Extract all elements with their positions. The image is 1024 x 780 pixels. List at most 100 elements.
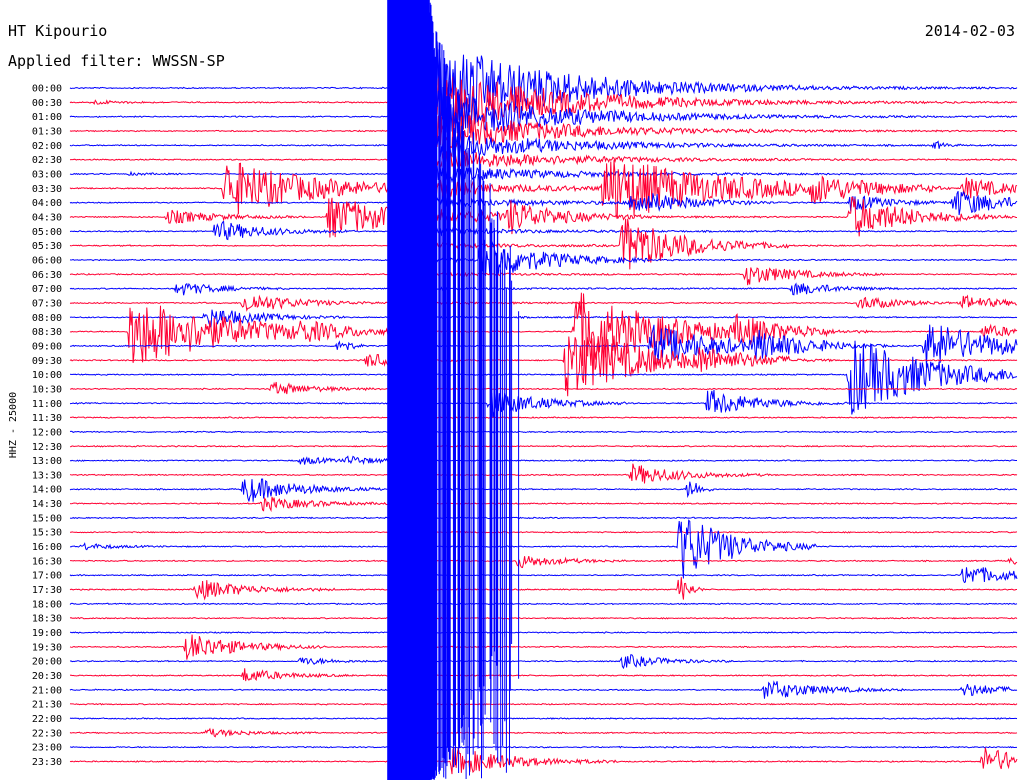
tick-label-0300: 03:00 <box>32 169 62 180</box>
tick-label-0430: 04:30 <box>32 212 62 223</box>
tick-label-2300: 23:00 <box>32 743 62 754</box>
trace-row-1930 <box>69 634 1018 660</box>
seismic-traces <box>69 41 1018 775</box>
trace-row-2100 <box>69 680 1018 699</box>
tick-label-1330: 13:30 <box>32 470 62 481</box>
tick-label-0530: 05:30 <box>32 241 62 252</box>
trace-row-0830 <box>69 292 1018 367</box>
y-axis-label: HHZ - 25000 <box>8 392 19 458</box>
tick-label-0630: 06:30 <box>32 270 62 281</box>
trace-row-1900 <box>69 631 1018 634</box>
tick-label-0800: 08:00 <box>32 313 62 324</box>
tick-label-2030: 20:30 <box>32 671 62 682</box>
tick-label-0230: 02:30 <box>32 155 62 166</box>
trace-row-1400 <box>69 478 1018 502</box>
tick-label-2000: 20:00 <box>32 657 62 668</box>
trace-row-1100 <box>69 389 1018 417</box>
tick-label-1230: 12:30 <box>32 442 62 453</box>
trace-row-1500 <box>69 516 1018 520</box>
tick-label-1830: 18:30 <box>32 614 62 625</box>
trace-row-1630 <box>70 555 1018 569</box>
tick-label-1130: 11:30 <box>32 413 62 424</box>
trace-row-2300 <box>69 745 1017 749</box>
tick-label-2100: 21:00 <box>32 685 62 696</box>
trace-row-1300 <box>69 455 1017 466</box>
tick-label-1930: 19:30 <box>32 642 62 653</box>
trace-row-0400 <box>69 190 1018 216</box>
filter-label: Applied filter: WWSSN-SP <box>8 52 225 70</box>
saturated-band <box>387 0 430 780</box>
tick-label-0200: 02:00 <box>32 141 62 152</box>
tick-label-1630: 16:30 <box>32 556 62 567</box>
trace-row-0530 <box>69 218 1018 270</box>
tick-label-1500: 15:00 <box>32 513 62 524</box>
trace-row-1130 <box>69 416 1018 419</box>
tick-label-0130: 01:30 <box>32 126 62 137</box>
tick-label-0930: 09:30 <box>32 356 62 367</box>
trace-row-1330 <box>69 463 1018 484</box>
trace-row-1200 <box>69 430 1018 434</box>
tick-label-0830: 08:30 <box>32 327 62 338</box>
tick-label-0600: 06:00 <box>32 255 62 266</box>
trace-row-1730 <box>69 577 1017 601</box>
trace-row-0730 <box>69 294 1018 312</box>
trace-row-0300 <box>69 165 1018 184</box>
tick-label-1600: 16:00 <box>32 542 62 553</box>
tick-label-1100: 11:00 <box>32 399 62 410</box>
trace-row-2000 <box>69 654 1018 670</box>
trace-row-2130 <box>69 702 1018 706</box>
tick-label-2130: 21:30 <box>32 700 62 711</box>
saturated-signal <box>387 0 520 780</box>
trace-row-0430 <box>69 196 1017 238</box>
trace-row-0100 <box>69 90 1018 139</box>
tick-label-1900: 19:00 <box>32 628 62 639</box>
tick-label-1430: 14:30 <box>32 499 62 510</box>
tick-label-0700: 07:00 <box>32 284 62 295</box>
trace-row-1230 <box>69 444 1018 448</box>
tick-label-1200: 12:00 <box>32 427 62 438</box>
trace-row-1000 <box>69 340 1018 415</box>
tick-label-0400: 04:00 <box>32 198 62 209</box>
tick-label-0100: 01:00 <box>32 112 62 123</box>
trace-row-0230 <box>69 150 1018 172</box>
tick-label-1700: 17:00 <box>32 571 62 582</box>
saturated-spikes <box>429 2 520 780</box>
trace-row-0500 <box>69 220 1018 241</box>
trace-row-0000 <box>69 41 1018 126</box>
tick-label-2200: 22:00 <box>32 714 62 725</box>
trace-row-1800 <box>69 602 1018 606</box>
trace-row-2030 <box>69 668 1018 682</box>
tick-label-0500: 05:00 <box>32 227 62 238</box>
trace-row-0800 <box>69 309 1018 329</box>
trace-row-0600 <box>69 239 1018 276</box>
date-label: 2014-02-03 <box>925 22 1015 40</box>
tick-label-1800: 18:00 <box>32 599 62 610</box>
trace-row-1700 <box>69 567 1018 584</box>
tick-label-0330: 03:30 <box>32 184 62 195</box>
trace-row-0930 <box>69 336 1018 397</box>
tick-label-1000: 10:00 <box>32 370 62 381</box>
trace-row-0630 <box>69 267 1017 286</box>
trace-row-1030 <box>69 381 1018 395</box>
tick-label-1300: 13:00 <box>32 456 62 467</box>
station-title: HT Kipourio <box>8 22 107 40</box>
tick-label-0000: 00:00 <box>32 84 62 95</box>
tick-label-0730: 07:30 <box>32 298 62 309</box>
tick-label-1400: 14:00 <box>32 485 62 496</box>
trace-row-2330 <box>69 747 1018 775</box>
trace-row-1530 <box>69 530 1018 534</box>
tick-label-1030: 10:30 <box>32 384 62 395</box>
trace-row-2200 <box>69 717 1018 720</box>
trace-row-0200 <box>69 132 1018 159</box>
tick-label-1530: 15:30 <box>32 528 62 539</box>
tick-label-2230: 22:30 <box>32 728 62 739</box>
trace-row-2230 <box>69 727 1018 738</box>
time-row-labels: 00:00 00:30 01:00 01:30 02:00 02:30 03:00 03:30… <box>32 84 62 769</box>
trace-row-0900 <box>70 324 1018 369</box>
trace-row-0330 <box>69 160 1018 220</box>
trace-row-1600 <box>69 519 1018 579</box>
trace-row-0030 <box>69 68 1018 131</box>
trace-row-0130 <box>69 115 1018 150</box>
tick-label-0900: 09:00 <box>32 341 62 352</box>
